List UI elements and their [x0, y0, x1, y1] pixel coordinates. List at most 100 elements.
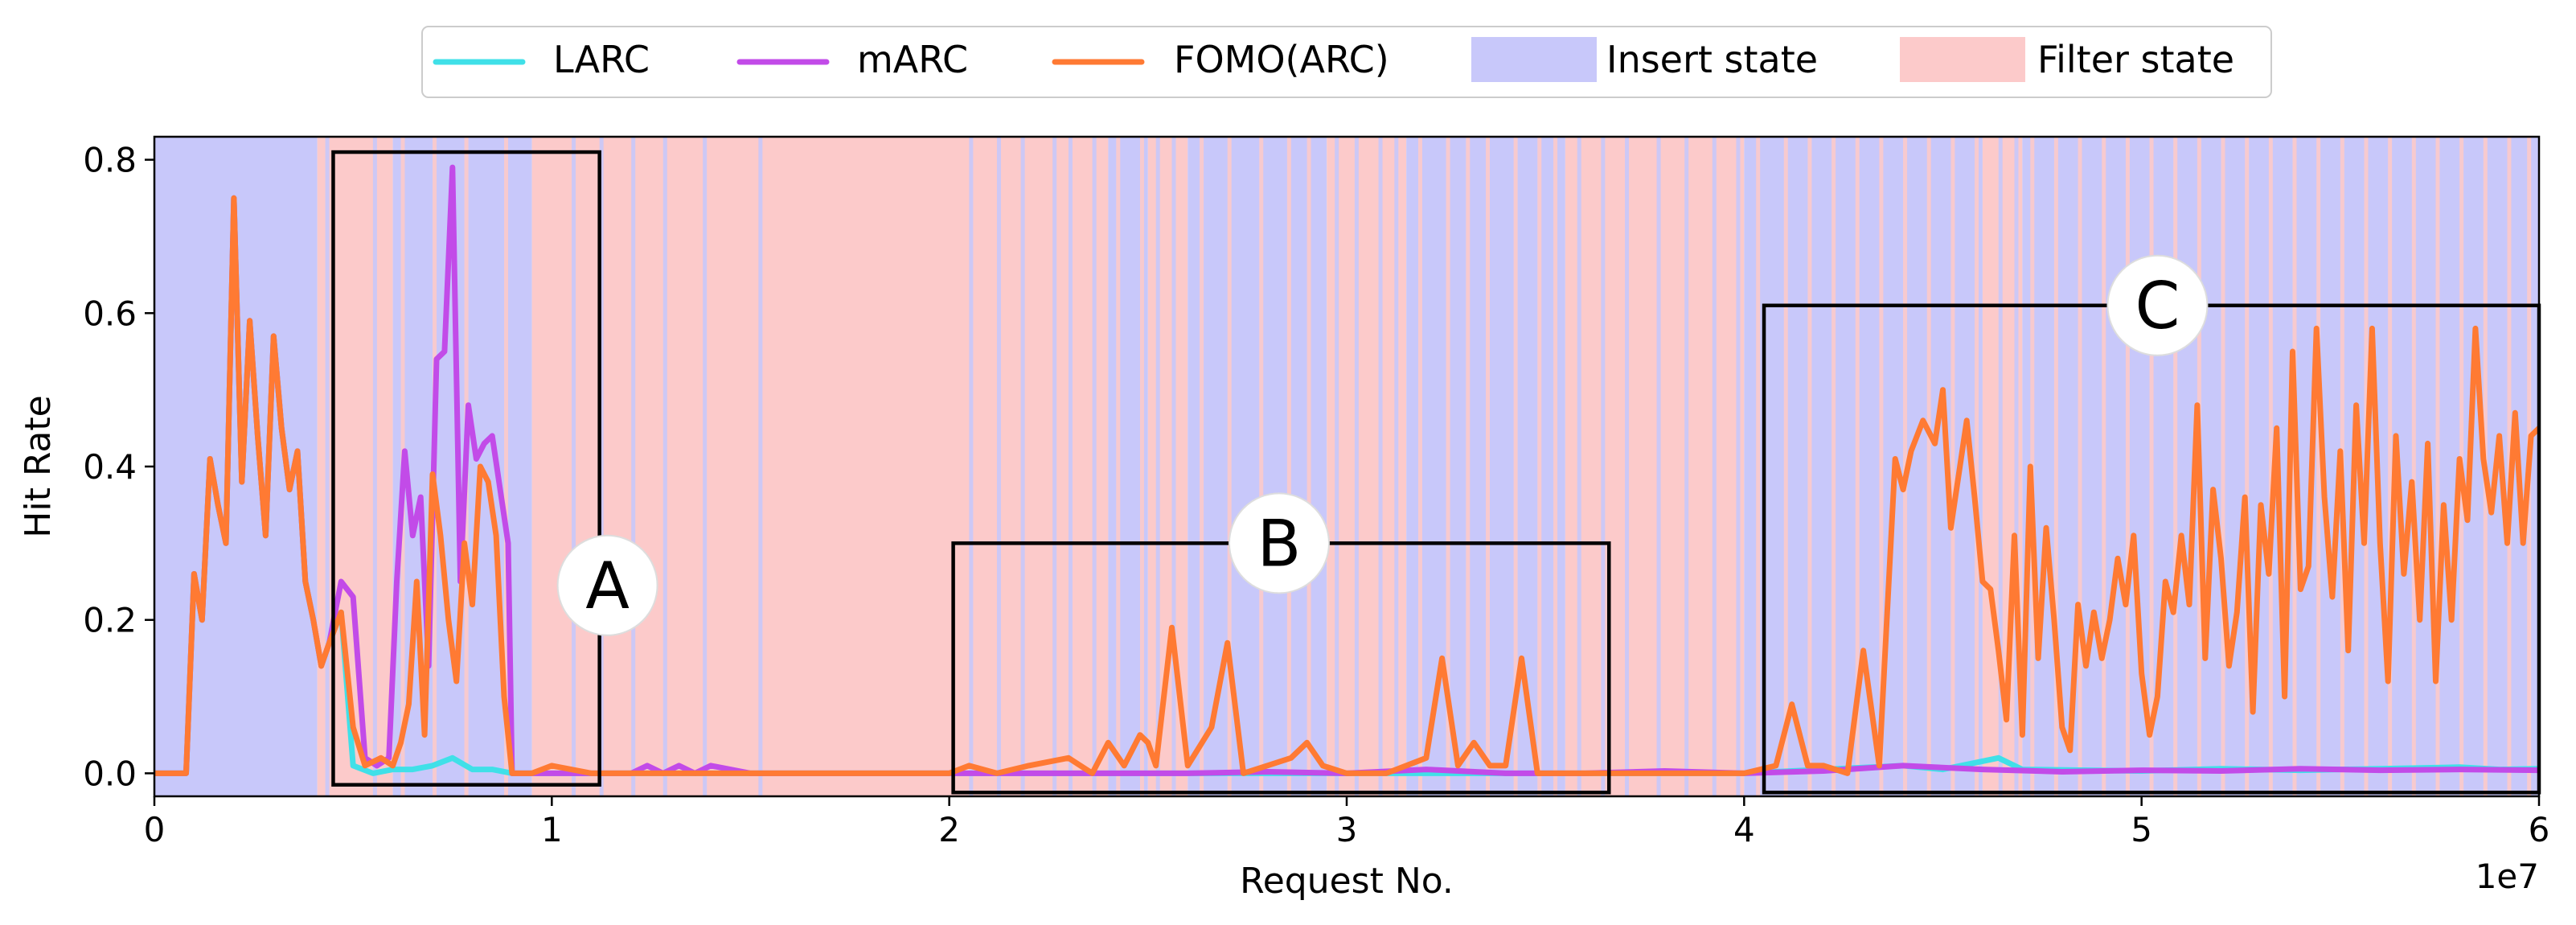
x-axis-label: Request No.	[1240, 861, 1454, 902]
state-stripe	[758, 137, 763, 796]
state-stripe	[1116, 137, 1121, 796]
x-tick-label: 0	[144, 810, 166, 849]
x-axis: 0 1 2 3 4 5 6	[144, 796, 2550, 849]
y-tick-label: 0.4	[83, 447, 137, 487]
state-stripe	[1513, 137, 1518, 796]
annotation-label-c: C	[2135, 269, 2180, 343]
state-stripe	[1783, 137, 1788, 796]
x-tick-label: 5	[2131, 810, 2152, 849]
legend-filter-state-swatch	[1900, 37, 2025, 82]
state-stripe	[1807, 137, 1812, 796]
state-stripe	[2388, 137, 2393, 796]
annotation-label-b: B	[1257, 506, 1302, 581]
legend-frame	[421, 26, 2272, 98]
legend-fomo-arc-label: FOMO(ARC)	[1174, 38, 1389, 81]
state-stripe	[1200, 137, 1204, 796]
state-stripe	[1537, 137, 1542, 796]
y-tick-label: 0.2	[83, 601, 137, 640]
state-stripe	[1378, 137, 1383, 796]
state-stripe	[504, 137, 509, 796]
state-stripe	[2125, 137, 2130, 796]
state-stripe	[1446, 137, 1450, 796]
state-stripe	[1926, 137, 1931, 796]
state-stripe	[1684, 137, 1689, 796]
state-stripe	[1601, 137, 1606, 796]
state-stripe	[1975, 137, 1979, 796]
state-stripe	[2173, 137, 2178, 796]
legend-filter-state-label: Filter state	[2037, 38, 2234, 81]
state-band-filter	[1327, 137, 1407, 796]
state-stripe	[1227, 137, 1232, 796]
state-stripe	[325, 137, 330, 796]
annotation-circle-c	[2106, 254, 2209, 356]
legend-insert-state-swatch	[1471, 37, 1597, 82]
series-lines	[154, 164, 2539, 776]
x-tick-label: 1	[541, 810, 563, 849]
y-tick-label: 0.6	[83, 294, 137, 333]
x-tick-label: 3	[1336, 810, 1358, 849]
state-stripe	[2221, 137, 2225, 796]
state-stripe	[2014, 137, 2019, 796]
state-stripe	[2102, 137, 2106, 796]
x-tick-label: 4	[1733, 810, 1755, 849]
state-stripe	[599, 137, 604, 796]
state-stripe	[1417, 137, 1422, 796]
state-stripe	[2411, 137, 2416, 796]
state-stripe	[1756, 137, 1761, 796]
state-stripe	[1171, 137, 1176, 796]
y-axis: 0.0 0.2 0.4 0.6 0.8	[83, 141, 154, 793]
state-stripe	[2053, 137, 2058, 796]
state-stripe	[1068, 137, 1073, 796]
state-stripe	[2078, 137, 2082, 796]
state-stripe	[2268, 137, 2273, 796]
state-stripe	[1832, 137, 1836, 796]
state-stripe	[1879, 137, 1884, 796]
state-stripe	[2435, 137, 2440, 796]
state-stripe	[703, 137, 708, 796]
state-stripe	[1335, 137, 1339, 796]
annotation-box-a	[331, 150, 601, 787]
state-stripe	[1625, 137, 1630, 796]
state-band-filter	[1565, 137, 1745, 796]
state-stripe	[996, 137, 1001, 796]
state-stripe	[1656, 137, 1661, 796]
state-band-insert	[2022, 137, 2539, 796]
state-stripe	[1553, 137, 1558, 796]
state-stripe	[1286, 137, 1291, 796]
state-stripe	[1855, 137, 1860, 796]
x-tick-label: 2	[938, 810, 960, 849]
y-axis-label: Hit Rate	[18, 395, 59, 537]
state-stripe	[372, 137, 377, 796]
state-stripe	[2245, 137, 2250, 796]
state-stripe	[2316, 137, 2321, 796]
state-stripe	[1998, 137, 2003, 796]
state-stripe	[1155, 137, 1160, 796]
state-band-insert	[1188, 137, 1327, 796]
annotation-label-a: A	[585, 549, 630, 623]
state-stripe	[1092, 137, 1097, 796]
state-stripe	[662, 137, 667, 796]
state-stripe	[1712, 137, 1717, 796]
x-tick-label: 6	[2529, 810, 2550, 849]
legend-marc-label: mARC	[857, 38, 968, 81]
state-stripe	[1466, 137, 1471, 796]
state-stripe	[1020, 137, 1025, 796]
state-band-filter	[531, 137, 1109, 796]
state-stripe	[1950, 137, 1955, 796]
state-stripe	[1577, 137, 1581, 796]
state-stripe	[1736, 137, 1741, 796]
y-tick-label: 0.8	[83, 141, 137, 180]
x-offset-label: 1e7	[2476, 857, 2539, 896]
series-line-fomo-arc	[154, 195, 2539, 776]
annotation-circle-a	[556, 534, 658, 636]
legend-larc-label: LARC	[553, 38, 650, 81]
state-stripe	[969, 137, 974, 796]
state-stripe	[1259, 137, 1264, 796]
state-stripe	[631, 137, 636, 796]
legend-insert-state-label: Insert state	[1606, 38, 1818, 81]
y-tick-label: 0.0	[83, 754, 137, 793]
state-stripe	[1394, 137, 1399, 796]
state-stripe	[1139, 137, 1144, 796]
state-stripe	[1354, 137, 1359, 796]
state-band-filter	[317, 137, 393, 796]
